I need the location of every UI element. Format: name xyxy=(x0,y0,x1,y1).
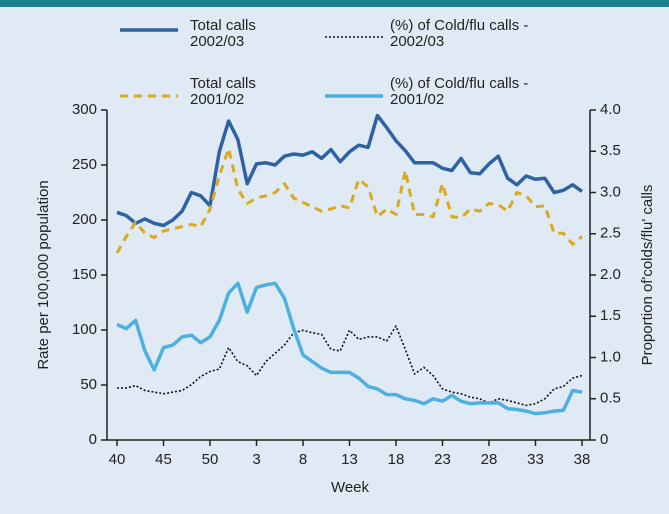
x-tick-label: 50 xyxy=(202,451,219,468)
y2-tick-label: 1.5 xyxy=(600,307,621,324)
x-tick-label: 45 xyxy=(155,451,172,468)
y-tick-label: 50 xyxy=(80,376,97,393)
y-tick-label: 150 xyxy=(72,266,97,283)
y-tick-label: 200 xyxy=(72,211,97,228)
y-tick-label: 100 xyxy=(72,321,97,338)
y2-tick-label: 4.0 xyxy=(600,101,621,118)
y2-tick-label: 2.0 xyxy=(600,266,621,283)
x-tick-label: 8 xyxy=(299,451,307,468)
legend-label: (%) of Cold/flu calls - 2002/03 xyxy=(390,17,529,50)
y-tick-label: 250 xyxy=(72,156,97,173)
legend-label: Total calls 2001/02 xyxy=(190,75,256,108)
series-line xyxy=(116,281,583,416)
y2-tick-label: 3.5 xyxy=(600,142,621,159)
y2-tick-label: 0 xyxy=(600,431,608,448)
legend-label: (%) of Cold/flu calls - 2001/02 xyxy=(390,75,529,108)
y2-tick-label: 2.5 xyxy=(600,225,621,242)
series-line xyxy=(117,325,583,407)
legend-label: Total calls 2002/03 xyxy=(190,17,256,50)
x-axis-label: Week xyxy=(331,479,370,496)
x-tick-label: 40 xyxy=(109,451,126,468)
x-tick-label: 38 xyxy=(574,451,591,468)
y-axis-label: Rate per 100,000 population xyxy=(35,180,52,369)
x-tick-label: 13 xyxy=(341,451,358,468)
x-tick-label: 33 xyxy=(527,451,544,468)
x-tick-label: 3 xyxy=(252,451,260,468)
y-tick-label: 300 xyxy=(72,101,97,118)
y-tick-label: 0 xyxy=(89,431,97,448)
x-tick-label: 28 xyxy=(481,451,498,468)
header-bar xyxy=(0,0,669,7)
series-line xyxy=(115,147,583,254)
x-tick-label: 18 xyxy=(388,451,405,468)
y2-axis-label: Proportion of'colds/flu' calls xyxy=(639,185,656,366)
y2-tick-label: 1.0 xyxy=(600,348,621,365)
y2-tick-label: 3.0 xyxy=(600,183,621,200)
y2-tick-label: 0.5 xyxy=(600,390,621,407)
series-line xyxy=(116,113,584,228)
x-tick-label: 23 xyxy=(434,451,451,468)
